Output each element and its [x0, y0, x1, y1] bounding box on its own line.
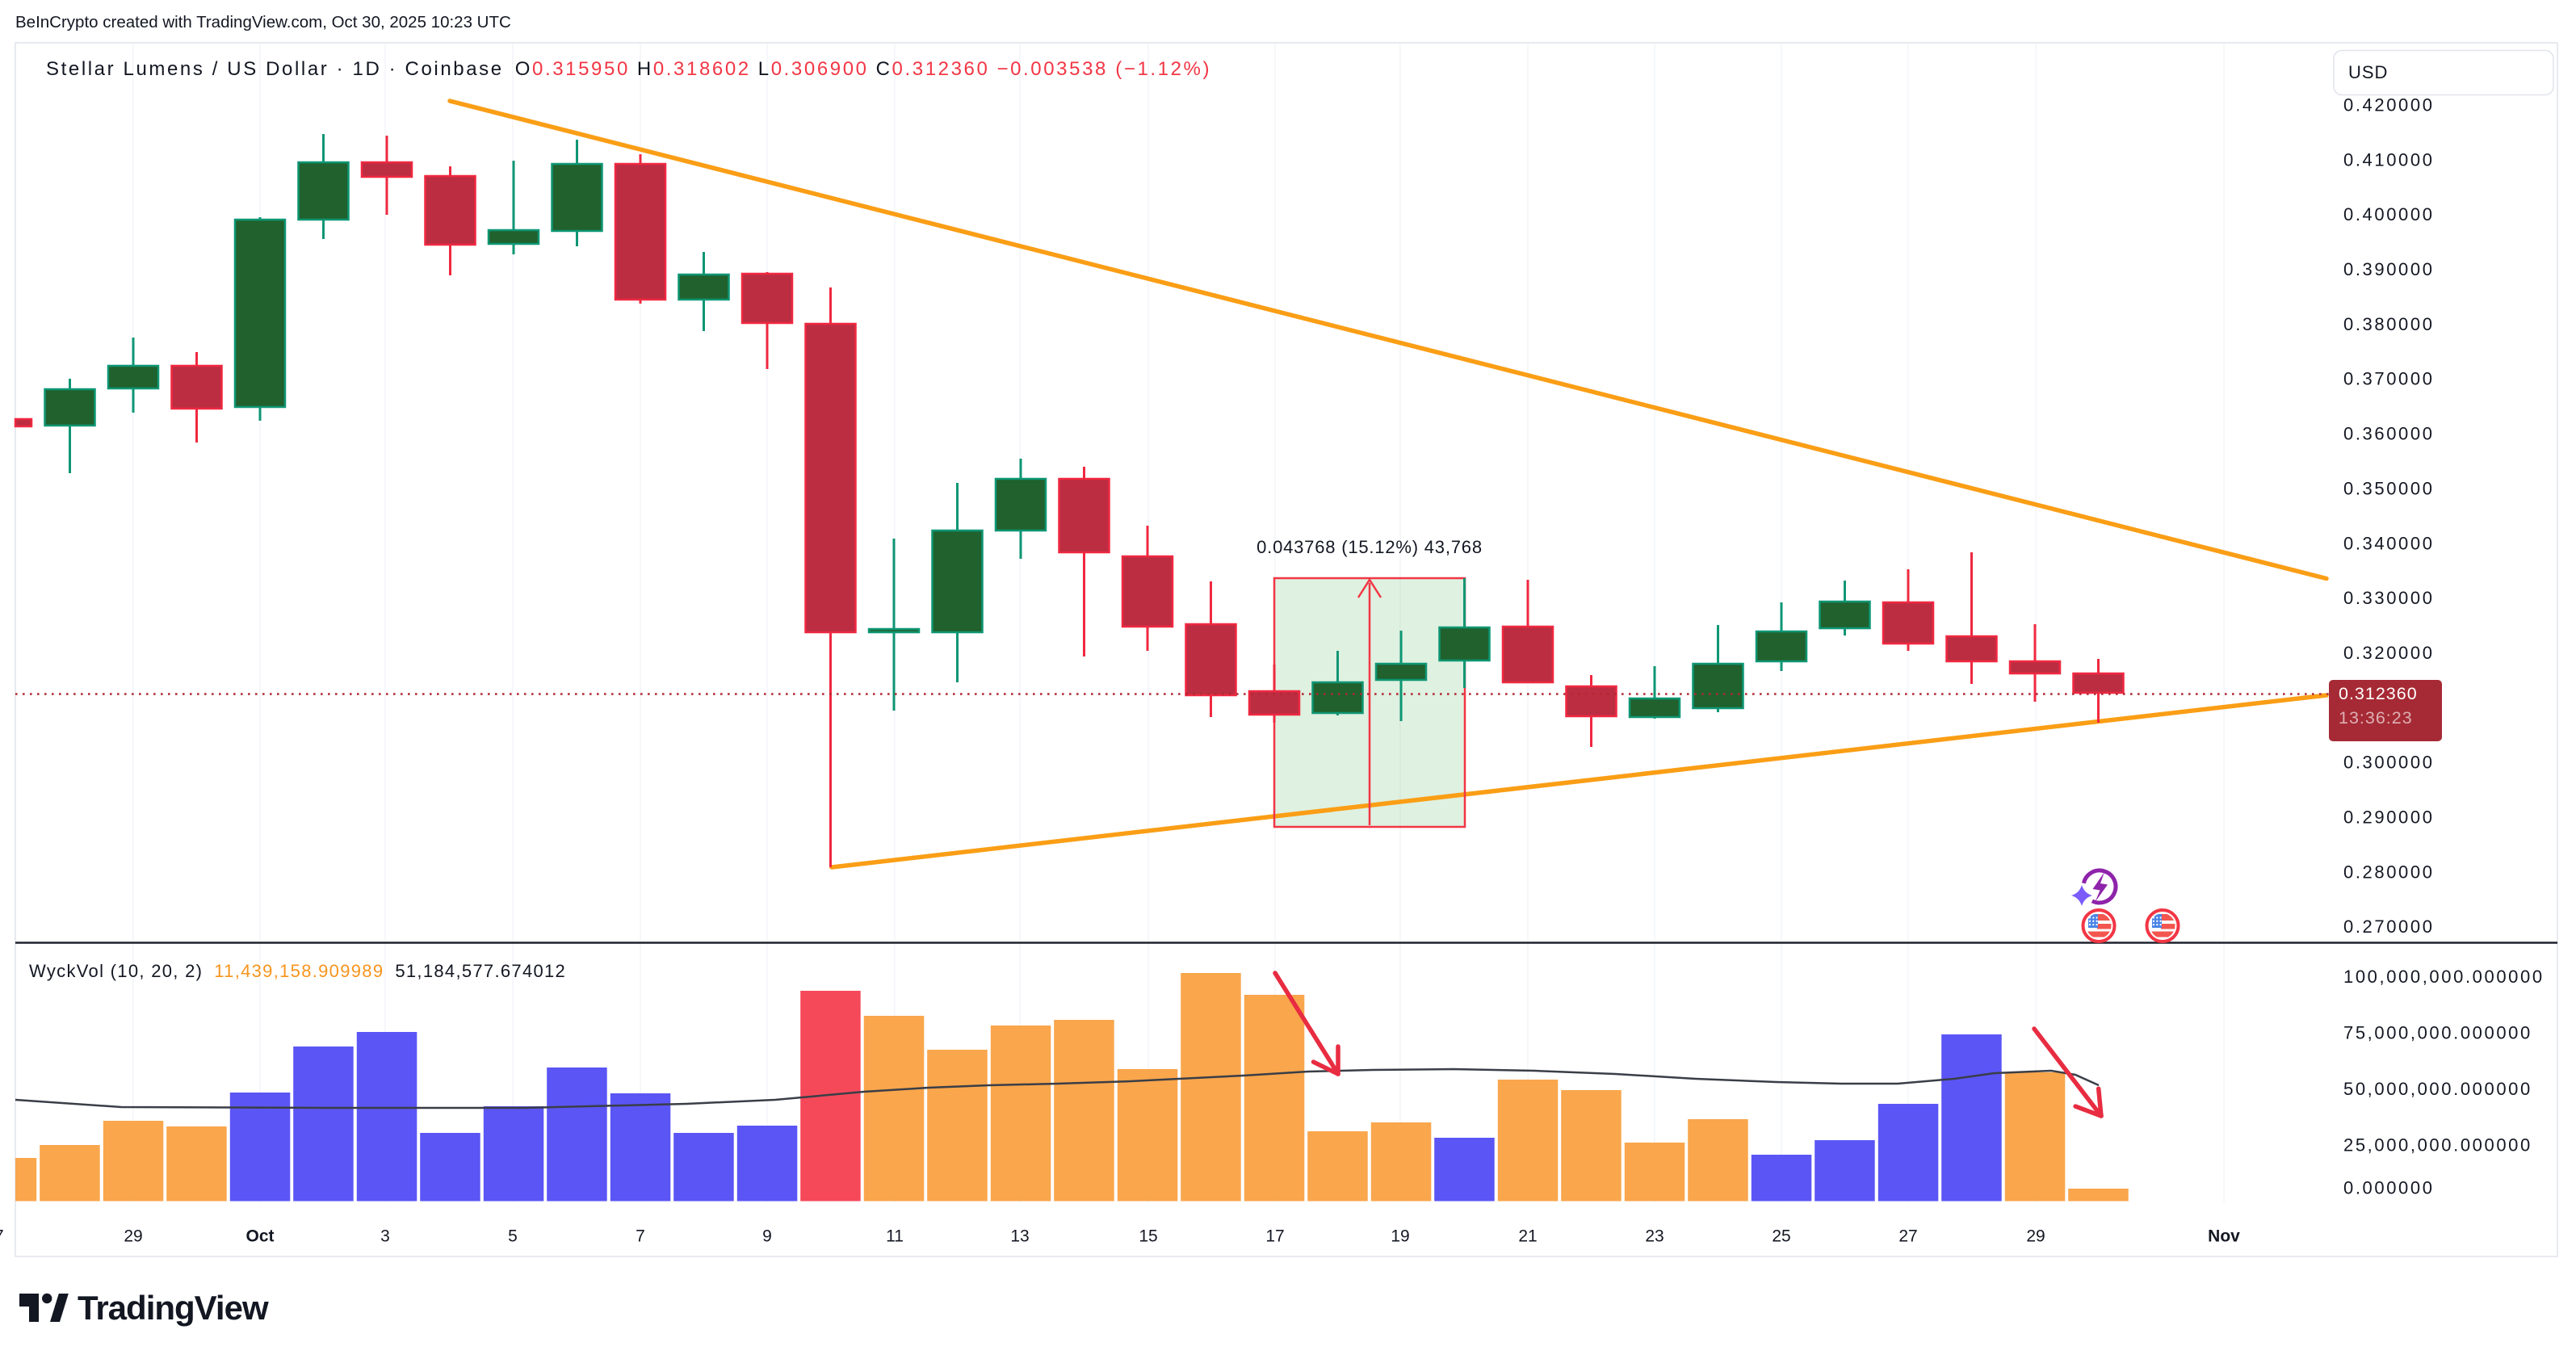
svg-text:9: 9 — [762, 1227, 772, 1246]
svg-text:27: 27 — [1898, 1227, 1917, 1246]
svg-text:0.410000: 0.410000 — [2343, 149, 2435, 170]
svg-text:0.340000: 0.340000 — [2343, 533, 2435, 553]
svg-text:0.043768 (15.12%) 43,768: 0.043768 (15.12%) 43,768 — [1257, 537, 1483, 557]
svg-text:11: 11 — [886, 1227, 904, 1246]
svg-text:27: 27 — [0, 1227, 4, 1246]
svg-text:0.370000: 0.370000 — [2343, 369, 2435, 389]
svg-text:7: 7 — [636, 1227, 645, 1246]
svg-text:0.390000: 0.390000 — [2343, 259, 2435, 279]
svg-text:100,000,000.000000: 100,000,000.000000 — [2343, 967, 2545, 987]
svg-text:0.350000: 0.350000 — [2343, 479, 2435, 499]
svg-text:13: 13 — [1010, 1227, 1029, 1246]
svg-text:15: 15 — [1139, 1227, 1157, 1246]
svg-text:0.380000: 0.380000 — [2343, 314, 2435, 334]
svg-text:USD: USD — [2348, 62, 2388, 82]
svg-text:0.420000: 0.420000 — [2343, 95, 2435, 115]
svg-text:23: 23 — [1645, 1227, 1663, 1246]
svg-text:50,000,000.000000: 50,000,000.000000 — [2343, 1079, 2532, 1099]
svg-text:0.312360: 0.312360 — [2339, 684, 2418, 703]
svg-text:17: 17 — [1265, 1227, 1284, 1246]
svg-text:0.400000: 0.400000 — [2343, 204, 2435, 224]
svg-text:0.360000: 0.360000 — [2343, 424, 2435, 444]
svg-text:0.320000: 0.320000 — [2343, 643, 2435, 663]
svg-text:Stellar Lumens / US Dollar · 1: Stellar Lumens / US Dollar · 1D · Coinba… — [46, 58, 1211, 80]
svg-text:Nov: Nov — [2208, 1227, 2240, 1246]
svg-text:25: 25 — [1772, 1227, 1790, 1246]
svg-text:13:36:23: 13:36:23 — [2339, 708, 2413, 728]
svg-text:0.300000: 0.300000 — [2343, 753, 2435, 773]
svg-text:21: 21 — [1518, 1227, 1537, 1246]
svg-text:19: 19 — [1391, 1227, 1409, 1246]
svg-text:5: 5 — [508, 1227, 518, 1246]
svg-text:0.270000: 0.270000 — [2343, 916, 2435, 937]
svg-text:0.330000: 0.330000 — [2343, 588, 2435, 608]
svg-text:WyckVol (10, 20, 2)11,439,158.: WyckVol (10, 20, 2) 11,439,158.909989 51,1… — [29, 961, 566, 981]
svg-text:29: 29 — [124, 1227, 142, 1246]
svg-text:Oct: Oct — [245, 1227, 274, 1246]
svg-text:75,000,000.000000: 75,000,000.000000 — [2343, 1023, 2532, 1043]
svg-text:29: 29 — [2026, 1227, 2045, 1246]
svg-text:0.280000: 0.280000 — [2343, 862, 2435, 882]
svg-text:TradingView: TradingView — [78, 1289, 269, 1327]
svg-text:BeInCrypto created with Tradin: BeInCrypto created with TradingView.com,… — [15, 13, 511, 31]
svg-text:0.000000: 0.000000 — [2343, 1178, 2435, 1198]
svg-text:3: 3 — [380, 1227, 390, 1246]
svg-text:0.290000: 0.290000 — [2343, 807, 2435, 828]
svg-text:25,000,000.000000: 25,000,000.000000 — [2343, 1135, 2532, 1156]
